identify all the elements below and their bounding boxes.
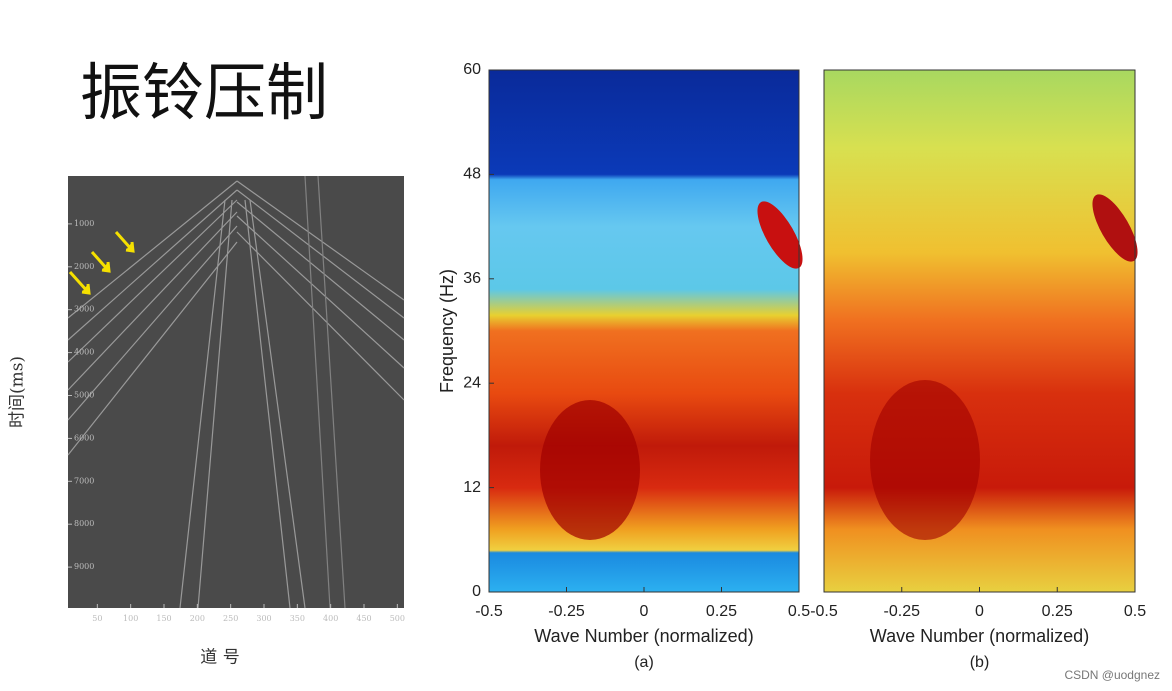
y-tick-label: 60 bbox=[463, 61, 481, 78]
x-tick-label: -0.5 bbox=[810, 603, 838, 620]
y-tick-label: 3000 bbox=[74, 305, 94, 314]
x-tick-label: 0 bbox=[975, 603, 984, 620]
y-tick-label: 2000 bbox=[74, 262, 94, 271]
panel-caption: (b) bbox=[970, 654, 990, 671]
x-tick-label: -0.5 bbox=[475, 603, 503, 620]
y-tick-label: 36 bbox=[463, 270, 481, 287]
y-tick-label: 12 bbox=[463, 479, 481, 496]
y-tick-label: 0 bbox=[472, 583, 481, 600]
x-tick-label: 100 bbox=[123, 614, 138, 623]
watermark: CSDN @uodgnez bbox=[1064, 668, 1160, 682]
x-tick-label: 0 bbox=[640, 603, 649, 620]
seismic-y-label: 时间(ms) bbox=[8, 356, 28, 428]
spectrum-b-image bbox=[824, 70, 1135, 592]
y-axis-label: Frequency (Hz) bbox=[437, 269, 457, 393]
x-tick-label: 200 bbox=[190, 614, 205, 623]
y-tick-label: 48 bbox=[463, 166, 481, 183]
seismic-background bbox=[68, 176, 404, 608]
spectrum-a-image bbox=[489, 70, 799, 592]
x-tick-label: 300 bbox=[256, 614, 271, 623]
seismic-image bbox=[67, 175, 405, 609]
y-tick-label: 8000 bbox=[74, 519, 94, 528]
x-axis-label: Wave Number (normalized) bbox=[870, 626, 1089, 646]
x-axis-label: Wave Number (normalized) bbox=[534, 626, 753, 646]
spectrum-b-blob bbox=[1092, 194, 1138, 262]
x-tick-label: 250 bbox=[223, 614, 238, 623]
seismic-events bbox=[67, 175, 405, 609]
spectrum-a-blob bbox=[540, 400, 640, 540]
y-tick-label: 24 bbox=[463, 374, 481, 391]
y-tick-label: 4000 bbox=[74, 348, 94, 357]
y-tick-label: 7000 bbox=[74, 476, 94, 485]
y-tick-label: 1000 bbox=[74, 219, 94, 228]
spectrum-b-blob bbox=[870, 380, 980, 540]
y-tick-label: 5000 bbox=[74, 391, 94, 400]
x-tick-label: 150 bbox=[156, 614, 171, 623]
x-tick-label: 450 bbox=[356, 614, 371, 623]
x-tick-label: 50 bbox=[92, 614, 102, 623]
y-tick-label: 9000 bbox=[74, 562, 94, 571]
x-tick-label: 400 bbox=[323, 614, 338, 623]
x-tick-label: 0.25 bbox=[1042, 603, 1073, 620]
spectrum-a-blob bbox=[757, 201, 803, 269]
x-tick-label: 0.5 bbox=[1124, 603, 1146, 620]
seismic-x-label: 道 号 bbox=[200, 648, 239, 668]
x-tick-label: 350 bbox=[290, 614, 305, 623]
y-tick-label: 6000 bbox=[74, 433, 94, 442]
x-tick-label: 0.5 bbox=[788, 603, 810, 620]
x-tick-label: -0.25 bbox=[884, 603, 921, 620]
arrows bbox=[68, 231, 135, 295]
x-tick-label: 0.25 bbox=[706, 603, 737, 620]
panel-caption: (a) bbox=[634, 654, 654, 671]
x-tick-label: -0.25 bbox=[548, 603, 585, 620]
slide-title: 振铃压制 bbox=[80, 56, 328, 129]
x-tick-label: 500 bbox=[390, 614, 405, 623]
